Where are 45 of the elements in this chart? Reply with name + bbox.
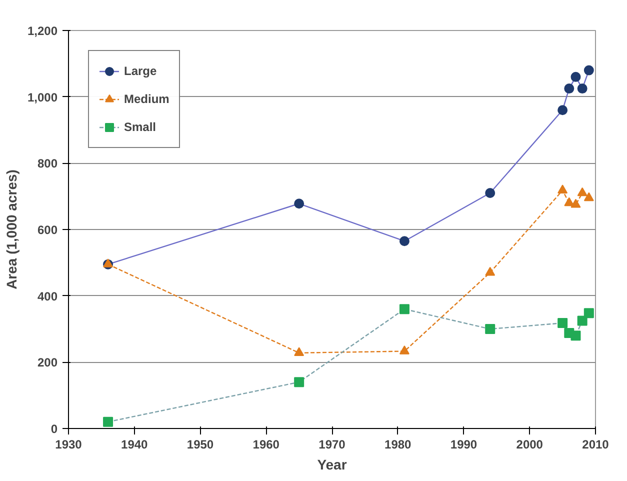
y-tick-label: 0 (50, 422, 58, 436)
point (584, 308, 594, 318)
point (294, 198, 304, 209)
point (294, 377, 304, 388)
point (558, 105, 568, 116)
y-tick-label: 600 (37, 223, 58, 237)
x-tick-label: 1960 (252, 438, 280, 452)
point (577, 316, 588, 326)
point (564, 197, 574, 206)
point (570, 198, 581, 208)
point (485, 188, 496, 198)
point (570, 72, 581, 82)
x-axis-title: Year (317, 456, 348, 472)
point (485, 266, 496, 276)
point (399, 346, 410, 354)
y-tick-label: 1,200 (27, 24, 58, 38)
point (577, 84, 588, 94)
x-tick-label: 1980 (384, 438, 412, 452)
x-tick-label: 1940 (121, 438, 148, 452)
y-tick-label: 800 (37, 156, 58, 171)
legend-label: Medium (124, 92, 170, 106)
y-tick-label: 200 (37, 356, 58, 370)
legend-label: Small (124, 120, 156, 134)
point (584, 65, 594, 76)
point (577, 187, 588, 196)
x-tick-label: 2010 (582, 438, 610, 452)
point (564, 84, 574, 94)
y-tick-label: 400 (37, 289, 58, 304)
y-axis-title: Area (1,000 acres) (3, 170, 20, 290)
point (558, 318, 568, 328)
legend-label: Large (124, 64, 157, 78)
x-tick-label: 1990 (450, 438, 478, 452)
point (485, 324, 496, 334)
x-tick-label: 2000 (516, 438, 544, 452)
point (399, 236, 410, 246)
x-tick-label: 1950 (186, 438, 214, 452)
point (558, 184, 568, 194)
point (399, 304, 410, 314)
point (103, 416, 114, 427)
y-tick-label: 1,000 (27, 90, 58, 104)
x-tick-label: 1970 (318, 438, 346, 452)
x-tick-label: 1930 (55, 438, 82, 452)
point (570, 330, 581, 341)
point (294, 347, 304, 356)
point (584, 192, 594, 202)
